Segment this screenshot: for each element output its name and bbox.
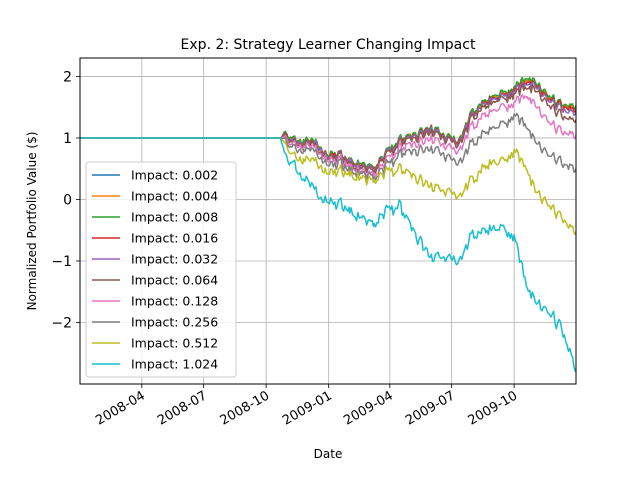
series-line	[80, 94, 577, 178]
legend-entry: Impact: 0.064	[131, 273, 218, 288]
series-line	[80, 137, 577, 373]
legend-entry: Impact: 0.032	[131, 252, 218, 267]
y-tick-label: −1	[51, 254, 72, 270]
legend-entry: Impact: 0.004	[131, 189, 218, 204]
legend-entry: Impact: 0.008	[131, 210, 218, 225]
y-tick-label: 2	[63, 69, 72, 85]
legend-box	[85, 161, 237, 378]
legend-entry: Impact: 0.002	[131, 168, 218, 183]
legend-entry: Impact: 1.024	[131, 357, 218, 372]
y-axis-label: Normalized Portfolio Value ($)	[25, 132, 39, 311]
series-line	[80, 83, 577, 174]
legend-entry: Impact: 0.512	[131, 336, 218, 351]
series-line	[80, 76, 577, 169]
chart-title: Exp. 2: Strategy Learner Changing Impact	[181, 37, 476, 53]
series-line	[80, 112, 577, 181]
x-axis-label: Date	[314, 447, 343, 461]
series-layer	[80, 76, 577, 373]
legend-entry: Impact: 0.256	[131, 315, 218, 330]
legend-entry: Impact: 0.016	[131, 231, 218, 246]
y-tick-label: 0	[63, 192, 72, 208]
plot-frame	[79, 57, 577, 385]
legend-entry: Impact: 0.128	[131, 294, 218, 309]
legend: Impact: 0.002 Impact: 0.004 Impact: 0.008 I…	[85, 161, 237, 378]
y-tick-label: 1	[63, 131, 72, 147]
y-tick-label: −2	[51, 315, 72, 331]
series-line	[80, 137, 577, 236]
